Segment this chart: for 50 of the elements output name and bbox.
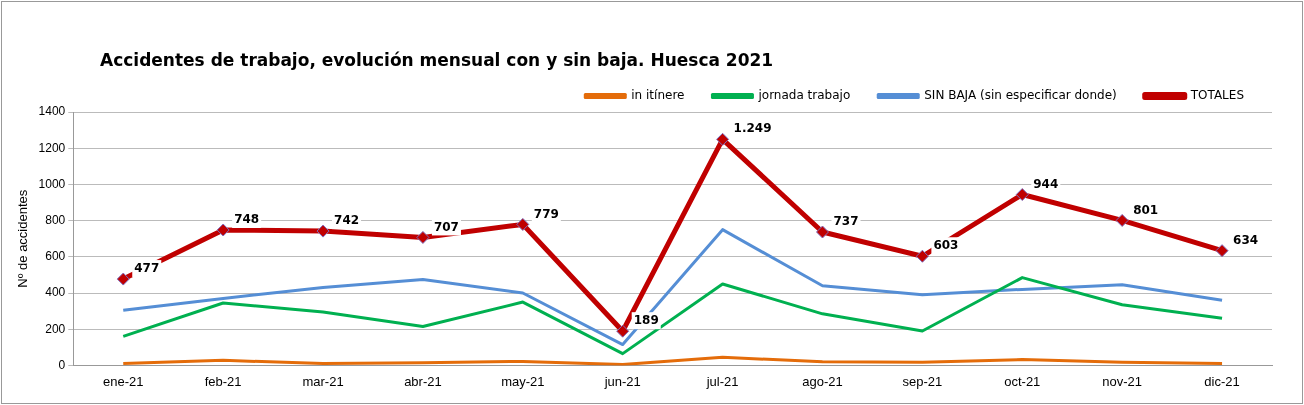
y-tick-label: 200 bbox=[45, 321, 66, 336]
point bbox=[915, 249, 929, 263]
point bbox=[1115, 213, 1129, 227]
y-tick-label: 1000 bbox=[38, 176, 66, 191]
data-label: 634 bbox=[1233, 232, 1259, 247]
data-label: 742 bbox=[334, 213, 360, 228]
y-tick-label: 400 bbox=[45, 285, 66, 300]
data-label: 737 bbox=[833, 214, 859, 229]
point bbox=[1215, 244, 1229, 258]
point bbox=[815, 225, 829, 239]
legend-label: SIN BAJA (sin especificar donde) bbox=[924, 88, 1117, 103]
point bbox=[1015, 188, 1029, 202]
data-label: 801 bbox=[1133, 202, 1159, 217]
legend-label: in itínere bbox=[631, 88, 685, 103]
data-label: 779 bbox=[533, 206, 559, 221]
x-tick-label: ene-21 bbox=[103, 373, 144, 389]
y-axis-title: Nº de accidentes bbox=[15, 189, 31, 288]
y-tick-label: 600 bbox=[45, 249, 66, 264]
legend-label: TOTALES bbox=[1189, 88, 1245, 103]
y-tick-label: 0 bbox=[58, 357, 66, 372]
y-tick-label: 1400 bbox=[38, 104, 66, 119]
data-label: 748 bbox=[234, 212, 260, 227]
point bbox=[716, 132, 730, 146]
x-tick-label: feb-21 bbox=[204, 373, 242, 389]
x-tick-label: jun-21 bbox=[603, 373, 641, 389]
chart-title: Accidentes de trabajo, evolución mensual con y sin baja. Huesca 2021 bbox=[100, 50, 774, 70]
data-label: 944 bbox=[1033, 176, 1059, 191]
y-tick-label: 1200 bbox=[38, 140, 66, 155]
data-label: 603 bbox=[933, 238, 959, 253]
x-tick-label: jul-21 bbox=[705, 373, 739, 389]
point bbox=[116, 272, 130, 286]
x-tick-label: nov-21 bbox=[1102, 373, 1143, 389]
point bbox=[616, 324, 630, 338]
x-tick-label: mar-21 bbox=[302, 373, 344, 389]
data-label: 477 bbox=[134, 261, 160, 276]
x-tick-label: dic-21 bbox=[1204, 373, 1240, 389]
x-tick-label: oct-21 bbox=[1004, 373, 1041, 389]
x-tick-label: sep-21 bbox=[902, 373, 943, 389]
x-tick-label: abr-21 bbox=[404, 373, 442, 389]
point bbox=[416, 230, 430, 244]
point bbox=[516, 217, 530, 231]
x-tick-label: ago-21 bbox=[802, 373, 843, 389]
data-label: 1.249 bbox=[733, 121, 772, 136]
y-tick-label: 800 bbox=[45, 212, 66, 227]
data-label: 189 bbox=[633, 313, 659, 328]
point bbox=[316, 224, 330, 238]
point bbox=[216, 223, 230, 237]
x-tick-label: may-21 bbox=[501, 373, 545, 389]
legend-label: jornada trabajo bbox=[757, 88, 851, 103]
data-label: 707 bbox=[433, 219, 459, 234]
